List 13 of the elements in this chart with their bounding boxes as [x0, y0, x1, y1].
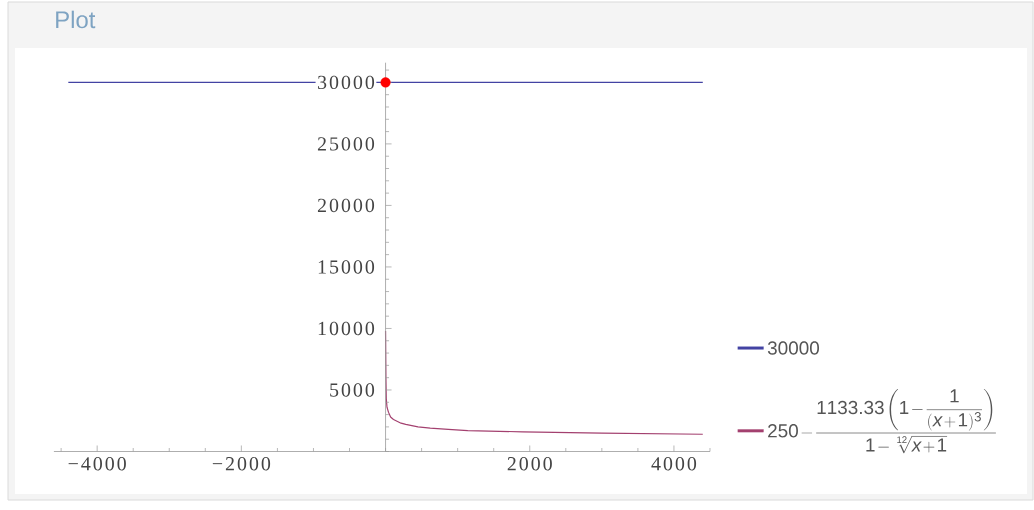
y-tick-label: 5000 — [330, 383, 375, 397]
text: $250-\frac{1133.33\left(1-\dfrac{1}{(x+1)^{3}}\right)}{1-\sqrt[12]{x+1}}$ — [768, 389, 996, 454]
legend-label: $30000$ — [767, 341, 820, 355]
y-tick-label: 10000 — [318, 321, 375, 336]
x-tick-label: −4000 — [68, 457, 126, 471]
y-tick-label: 15000 — [318, 260, 375, 274]
x-tick-label: 2000 — [507, 457, 552, 471]
chart-title: Plot — [56, 10, 96, 29]
x-tick-label: −2000 — [212, 457, 271, 471]
y-tick-label: 25000 — [317, 137, 375, 151]
y-tick-label: 20000 — [317, 198, 375, 213]
x-tick-label: 4000 — [651, 457, 697, 471]
y-tick-label: 30000 — [318, 75, 375, 90]
